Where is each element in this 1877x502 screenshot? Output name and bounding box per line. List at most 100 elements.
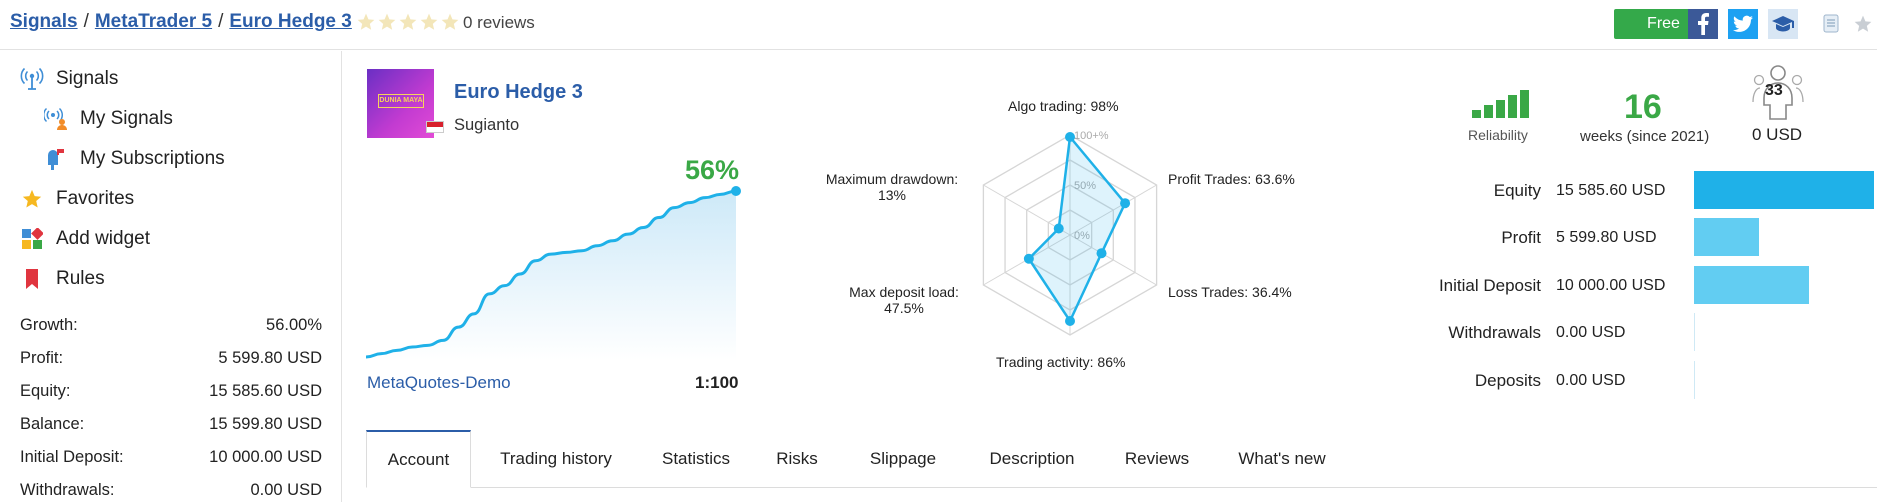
stat-value: 15 585.60 USD: [209, 382, 322, 400]
tab-slippage[interactable]: Slippage: [869, 449, 937, 468]
growth-percent: 56%: [685, 155, 740, 185]
sidebar-item-label: Favorites: [56, 188, 135, 209]
stat-row-profit: Profit: 5 599.80 USD: [20, 342, 322, 375]
radar-label-trading-activity: Trading activity: 86%: [996, 354, 1126, 370]
radar-data-point: [1065, 316, 1075, 326]
rating-star-icon[interactable]: [377, 12, 397, 32]
tabs-divider: [366, 487, 1877, 488]
radar-label-max-deposit-load: Max deposit load: 47.5%: [842, 284, 966, 316]
radar-data-polygon: [1027, 133, 1127, 324]
radar-scale-label: 50%: [1074, 180, 1096, 192]
equity-row: Deposits 0.00 USD: [1360, 361, 1877, 401]
page-header: Signals / MetaTrader 5 / Euro Hedge 3 0 …: [0, 0, 1877, 50]
equity-row: Equity 15 585.60 USD: [1360, 171, 1877, 211]
breadcrumb-signals[interactable]: Signals: [10, 11, 78, 32]
account-stats: Growth: 56.00% Profit: 5 599.80 USD Equity…: [20, 309, 322, 502]
breadcrumb-metatrader5[interactable]: MetaTrader 5: [94, 11, 213, 32]
radar-data-point: [1053, 223, 1064, 234]
rating-star-icon[interactable]: [440, 12, 460, 32]
stat-value: 5 599.80 USD: [218, 349, 322, 367]
logo-text: DUNIA MAYA: [378, 94, 424, 108]
signal-author[interactable]: Sugianto: [454, 116, 520, 134]
graduation-cap-icon[interactable]: [1768, 9, 1798, 39]
radar-label-profit-trades: Profit Trades: 63.6%: [1168, 171, 1295, 187]
radar-label-loss-trades: Loss Trades: 36.4%: [1168, 284, 1292, 300]
radar-scale-label: 0%: [1074, 230, 1090, 242]
sidebar-item-add-widget[interactable]: Add widget: [20, 227, 150, 251]
sidebar-item-my-signals[interactable]: My Signals: [44, 107, 173, 131]
sidebar-item-signals[interactable]: Signals: [20, 67, 118, 91]
tab-risks[interactable]: Risks: [776, 449, 818, 468]
sidebar: Signals My Signals My Subscriptions Favo…: [0, 51, 342, 502]
tab-whats-new[interactable]: What's new: [1238, 449, 1326, 468]
signal-logo[interactable]: DUNIA MAYA: [367, 69, 434, 138]
radar-axis-line: [1069, 234, 1157, 286]
sidebar-item-label: My Subscriptions: [80, 148, 225, 169]
tab-description[interactable]: Description: [989, 449, 1075, 468]
stat-label: Initial Deposit:: [20, 448, 124, 466]
tab-statistics[interactable]: Statistics: [661, 449, 731, 468]
growth-line: [366, 189, 737, 359]
leverage-value: 1:100: [695, 373, 739, 392]
stat-row-initial-deposit: Initial Deposit: 10 000.00 USD: [20, 441, 322, 474]
stat-label: Balance:: [20, 415, 85, 433]
radar-label-maximum-drawdown: Maximum drawdown: 13%: [818, 171, 966, 203]
sidebar-item-rules[interactable]: Rules: [20, 267, 105, 291]
weeks-count: 16: [1624, 88, 1662, 126]
breadcrumb-signal-name[interactable]: Euro Hedge 3: [229, 11, 352, 32]
sidebar-item-label: Signals: [56, 68, 119, 89]
facebook-icon[interactable]: [1688, 9, 1718, 39]
stat-value: 15 599.80 USD: [209, 415, 322, 433]
reliability-bar: [1520, 90, 1529, 118]
reviews-count[interactable]: 0 reviews: [463, 13, 535, 32]
growth-chart[interactable]: [366, 185, 746, 360]
equity-row-value: 0.00 USD: [1556, 372, 1626, 389]
equity-row-value: 10 000.00 USD: [1556, 277, 1666, 294]
radar-data-point: [1120, 198, 1131, 209]
reliability-bar: [1484, 105, 1493, 118]
favorite-star-icon[interactable]: [1848, 9, 1877, 39]
reliability-bar: [1496, 100, 1505, 118]
radar-label-algo-trading: Algo trading: 98%: [1008, 98, 1119, 114]
sidebar-item-favorites[interactable]: Favorites: [20, 187, 134, 211]
stat-row-balance: Balance: 15 599.80 USD: [20, 408, 322, 441]
rating-star-icon[interactable]: [356, 12, 376, 32]
equity-row-label: Withdrawals: [1448, 323, 1541, 342]
equity-bar: [1694, 266, 1810, 304]
bookmark-icon[interactable]: [1816, 9, 1846, 39]
equity-row: Profit 5 599.80 USD: [1360, 218, 1877, 258]
radar-label-line: 13%: [877, 187, 907, 203]
breadcrumb: Signals / MetaTrader 5 / Euro Hedge 3: [10, 11, 352, 33]
equity-bar: [1694, 218, 1759, 256]
mailbox-icon: [44, 147, 68, 171]
equity-row-label: Initial Deposit: [1438, 276, 1541, 295]
stat-label: Equity:: [20, 382, 71, 400]
broker-server-link[interactable]: MetaQuotes-Demo: [367, 373, 511, 392]
stat-label: Withdrawals:: [20, 481, 115, 499]
stat-row-equity: Equity: 15 585.60 USD: [20, 375, 322, 408]
equity-row-value: 0.00 USD: [1556, 324, 1626, 341]
subscribers-count: 33: [1765, 82, 1783, 99]
signal-name[interactable]: Euro Hedge 3: [454, 81, 583, 103]
radar-data-point: [1065, 132, 1075, 142]
tab-trading-history[interactable]: Trading history: [500, 449, 612, 468]
subscribers-icon: [1752, 65, 1804, 120]
subscription-cost: 0 USD: [1752, 125, 1803, 144]
tab-reviews[interactable]: Reviews: [1124, 449, 1190, 468]
rating-stars[interactable]: [356, 12, 460, 32]
reliability-bar: [1508, 95, 1517, 118]
my-signals-icon: [44, 107, 68, 131]
equity-row-value: 15 585.60 USD: [1556, 182, 1666, 199]
rating-star-icon[interactable]: [419, 12, 439, 32]
stat-label: Growth:: [20, 316, 78, 334]
twitter-icon[interactable]: [1728, 9, 1758, 39]
stat-label: Profit:: [20, 349, 64, 367]
sidebar-item-my-subscriptions[interactable]: My Subscriptions: [44, 147, 225, 171]
equity-row-value: 5 599.80 USD: [1556, 229, 1657, 246]
stat-value: 56.00%: [266, 316, 322, 334]
tab-account[interactable]: Account: [366, 430, 471, 488]
antenna-icon: [20, 67, 44, 91]
reliability-bars: [1472, 90, 1529, 118]
equity-row-label: Equity: [1493, 181, 1541, 200]
rating-star-icon[interactable]: [398, 12, 418, 32]
